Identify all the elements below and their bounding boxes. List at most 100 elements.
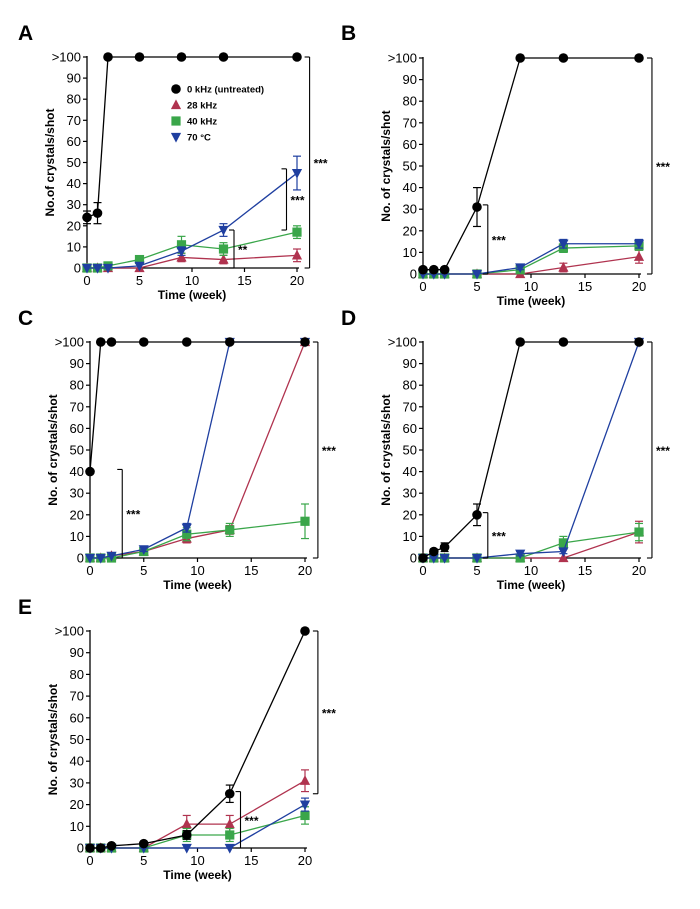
y-axis-label: No. of crystals/shot [379,394,393,505]
y-tick-label: 70 [70,399,84,414]
y-tick-label: 60 [67,134,81,149]
y-tick-label: 30 [403,486,417,501]
x-tick-label: 5 [140,563,147,578]
data-point-c70 [439,553,450,564]
series-k40 [82,225,302,273]
series-line-k40 [87,231,298,269]
legend-marker-untreated [171,84,181,94]
data-point-c70 [102,263,114,274]
x-tick-label: 0 [86,563,93,578]
x-tick-label: 0 [83,273,90,288]
y-tick-label: 20 [67,218,81,233]
data-point-c70 [633,239,645,250]
data-point-k40 [634,527,644,537]
series-line-untreated [422,341,639,559]
x-tick-label: 0 [419,563,426,578]
significance-label: *** [291,193,305,207]
y-tick-label: 90 [70,356,84,371]
y-tick-label: 90 [403,72,417,87]
y-tick-label: 90 [67,71,81,86]
data-point-untreated [224,337,235,347]
data-point-k40 [134,254,145,265]
data-point-untreated [224,788,235,799]
data-point-untreated [106,337,117,347]
y-tick-label: 60 [403,137,417,152]
data-point-k40 [218,244,229,254]
significance-bracket: *** [235,791,259,849]
data-point-k40 [182,529,192,539]
data-point-c70 [176,247,187,257]
data-point-c70 [84,553,96,564]
significance-label: ** [238,243,248,257]
significance-label: *** [656,444,670,458]
data-point-c70 [134,261,145,272]
series-line-k28 [90,780,306,849]
y-tick-label: 20 [403,507,417,522]
data-point-c70 [515,549,526,560]
y-tick-label: 60 [70,710,84,725]
data-point-untreated [418,264,428,275]
data-point-untreated [181,337,192,347]
x-tick-label: 20 [298,563,312,578]
data-point-untreated [472,202,482,212]
data-point-untreated [92,208,103,218]
panel-label-B: B [341,22,356,45]
y-tick-label: 10 [67,239,81,254]
data-point-k28 [633,251,645,261]
y-tick-label: 70 [70,689,84,704]
data-point-untreated [300,337,310,347]
data-point-c70 [291,168,303,179]
data-point-c70 [471,553,483,564]
x-tick-label: 0 [86,853,93,868]
data-point-untreated [515,337,525,347]
data-point-c70 [515,263,526,274]
y-tick-label: 30 [403,202,417,217]
data-point-c70 [558,239,569,250]
panel-A: A 0 10 20 30 40 50 60 70 80 90 >100 0 5 10 15 20 Time (we… [18,22,328,302]
series-c70 [417,337,645,564]
data-point-untreated [85,843,95,853]
y-tick-label: 40 [70,464,84,479]
data-point-c70 [181,523,192,534]
significance-bracket: *** [117,468,141,559]
data-point-untreated [558,337,569,347]
y-tick-label: 50 [67,155,81,170]
significance-label: *** [492,529,506,543]
data-point-untreated [292,52,302,62]
y-tick-label: 40 [403,180,417,195]
x-tick-label: 20 [290,273,304,288]
data-point-untreated [103,52,113,62]
y-tick-label: 70 [403,115,417,130]
data-point-k40 [225,525,235,535]
data-point-c70 [181,843,192,854]
y-tick-label: 80 [403,378,417,393]
y-tick-label: 50 [403,443,417,458]
data-point-untreated [95,843,106,853]
y-tick-label: 80 [70,378,84,393]
x-axis-label: Time (week) [497,578,565,592]
x-tick-label: 10 [190,853,204,868]
data-point-untreated [418,553,428,563]
series-line-untreated [423,57,639,271]
data-point-k28 [291,249,303,260]
y-tick-label: 0 [77,841,84,856]
legend-label: 70 °C [187,133,211,144]
data-point-untreated [138,838,149,849]
data-point-untreated [85,466,95,477]
y-axis-label: No. of crystals/shot [379,110,393,221]
legend: 0 kHz (untreated) 28 kHz 40 kHz 70 °C [170,84,264,144]
legend-label: 0 kHz (untreated) [187,85,264,96]
significance-bracket: *** [646,57,670,275]
y-tick-label: 20 [70,507,84,522]
data-point-k40 [225,830,235,840]
series-line-c70 [87,172,298,269]
y-axis-label: No. of crystals/shot [46,394,60,505]
x-tick-label: 0 [419,279,426,294]
significance-bracket: *** [482,204,506,275]
significance-bracket: *** [482,512,506,559]
data-point-c70 [106,551,117,562]
y-tick-label: 30 [70,775,84,790]
x-tick-label: 5 [140,853,147,868]
series-c70 [84,337,311,564]
x-axis-label: Time (week) [158,288,226,302]
